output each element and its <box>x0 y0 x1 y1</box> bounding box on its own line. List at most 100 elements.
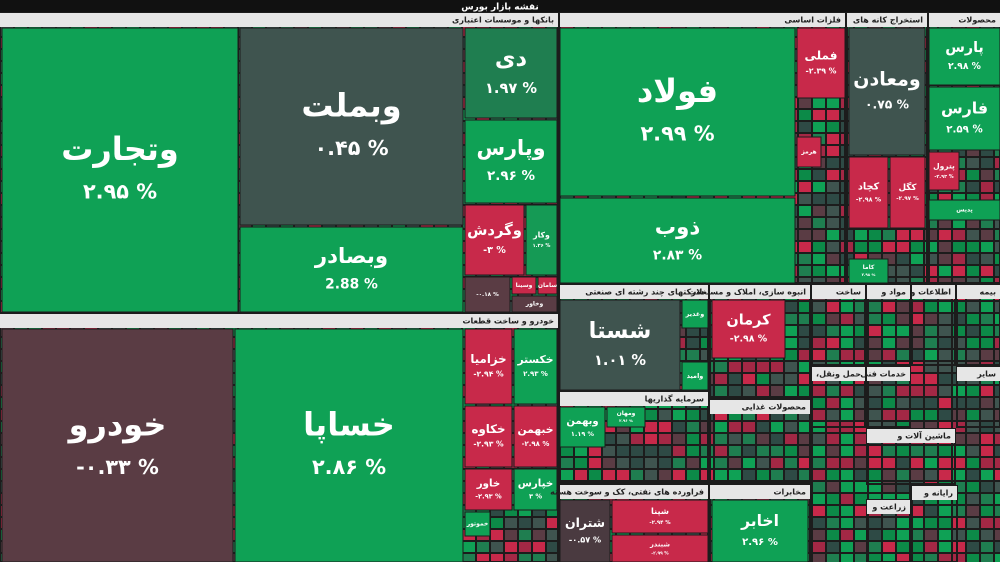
stock-name: خکستر <box>516 353 553 366</box>
mosaic-cell <box>953 338 965 348</box>
mosaic-cell <box>911 422 923 432</box>
mosaic-cell <box>925 422 937 432</box>
stock-tile <box>464 511 491 537</box>
sector-label: زراعت و <box>871 503 906 512</box>
mosaic-cell <box>869 350 881 360</box>
stock-name: شستا <box>589 318 652 344</box>
stock-name: خکاوه <box>472 422 506 437</box>
sector-label: خدمات فنی <box>860 370 906 379</box>
stock-tile <box>464 405 513 468</box>
stock-change: -۰.۳۳ % <box>76 455 159 479</box>
sector-header <box>560 13 845 27</box>
mosaic-cell <box>897 398 909 408</box>
stock-tile <box>848 156 889 229</box>
mosaic-cell <box>967 170 979 180</box>
mosaic-cell <box>813 398 825 408</box>
mosaic-cell <box>953 410 965 420</box>
mosaic-cell <box>729 470 741 480</box>
mosaic-cell <box>967 350 979 360</box>
mosaic-cell <box>505 290 517 300</box>
stock-name: کچاد <box>858 182 880 193</box>
mosaic-cell <box>645 434 657 444</box>
stock-tile <box>1 27 239 313</box>
mosaic-cell <box>883 542 895 552</box>
stock-tile <box>848 258 889 284</box>
sector-header <box>867 429 955 443</box>
mosaic-cell <box>589 470 601 480</box>
mosaic-cell <box>855 518 867 528</box>
mosaic-cell <box>813 506 825 516</box>
mosaic-cell <box>827 218 839 228</box>
stock-change: -۲.۹۳ % <box>475 493 502 501</box>
mosaic-cell <box>799 410 811 420</box>
mosaic-cell <box>827 122 839 132</box>
mosaic-cell <box>939 554 951 562</box>
mosaic-cell <box>799 434 811 444</box>
mosaic-cell <box>799 266 811 276</box>
mosaic-cell <box>995 230 1000 240</box>
mosaic-cell <box>519 506 531 516</box>
mosaic-cell <box>799 302 811 312</box>
mosaic-cell <box>491 506 503 516</box>
mosaic-cell <box>925 518 937 528</box>
sector-header <box>867 500 910 514</box>
mosaic-cell <box>743 374 755 384</box>
mosaic-cell <box>841 302 853 312</box>
mosaic-cell <box>995 446 1000 456</box>
mosaic-cell <box>967 398 979 408</box>
mosaic-cell <box>897 338 909 348</box>
mosaic-cell <box>897 482 909 492</box>
mosaic-cell <box>757 422 769 432</box>
mosaic-cell <box>897 470 909 480</box>
mosaic-cell <box>953 194 965 204</box>
mosaic-cell <box>645 446 657 456</box>
mosaic-cell <box>869 386 881 396</box>
stock-change: 2.88 % <box>325 276 378 292</box>
mosaic-cell <box>925 350 937 360</box>
mosaic-cell <box>785 458 797 468</box>
mosaic-cell <box>953 218 965 228</box>
mosaic-cell <box>981 458 993 468</box>
mosaic-cell <box>883 266 895 276</box>
mosaic-cell <box>967 482 979 492</box>
mosaic-cell <box>897 446 909 456</box>
stock-change: -۲.۹۸ % <box>730 334 768 345</box>
sector-label: محصولات <box>958 16 996 25</box>
stock-name: وگردش <box>467 221 522 239</box>
stock-tile <box>848 27 926 156</box>
stock-name: کگل <box>899 182 918 193</box>
mosaic-cell <box>841 350 853 360</box>
stock-name: پارس <box>945 40 984 56</box>
mosaic-cell <box>925 194 937 204</box>
mosaic-cell <box>687 422 699 432</box>
mosaic-cell <box>855 530 867 540</box>
mosaic-cell <box>883 302 895 312</box>
mosaic-cell <box>841 518 853 528</box>
mosaic-cell <box>827 170 839 180</box>
mosaic-cell <box>883 314 895 324</box>
mosaic-cell <box>911 314 923 324</box>
mosaic-cell <box>981 170 993 180</box>
sector-label: خودرو و ساخت قطعات <box>463 317 555 326</box>
stock-name: هرمز <box>800 149 816 156</box>
mosaic-cell <box>869 518 881 528</box>
mosaic-cell <box>953 506 965 516</box>
mosaic-cell <box>925 554 937 562</box>
mosaic-cell <box>799 338 811 348</box>
sector-label: بانکها و موسسات اعتباری <box>452 16 554 25</box>
mosaic-cell <box>729 410 741 420</box>
mosaic-cell <box>925 398 937 408</box>
mosaic-cell <box>925 542 937 552</box>
mosaic-cell <box>617 470 629 480</box>
mosaic-cell <box>981 266 993 276</box>
mosaic-cell <box>911 326 923 336</box>
mosaic-cell <box>897 266 909 276</box>
sector-header <box>957 285 1000 299</box>
mosaic-cell <box>785 326 797 336</box>
mosaic-cell <box>925 506 937 516</box>
mosaic-cell <box>813 482 825 492</box>
mosaic-cell <box>855 230 867 240</box>
mosaic-cell <box>995 194 1000 204</box>
mosaic-cell <box>827 398 839 408</box>
mosaic-cell <box>785 314 797 324</box>
